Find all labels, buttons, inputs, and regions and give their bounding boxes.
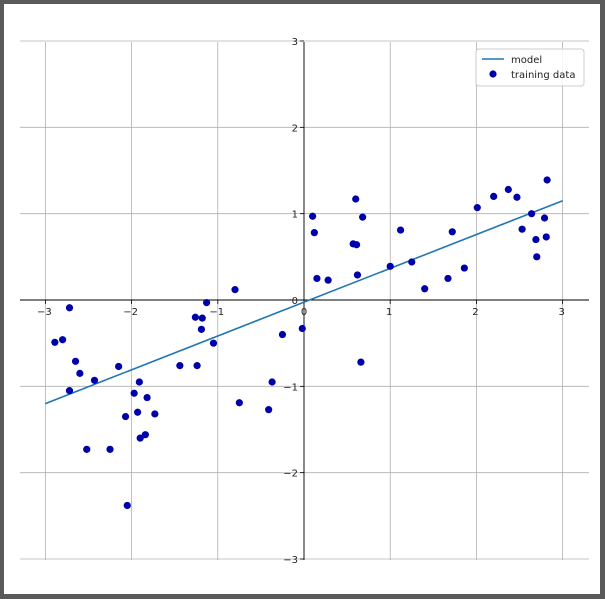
training-data-point [444, 274, 452, 283]
training-data-point [135, 378, 143, 386]
training-data-point [51, 338, 59, 346]
training-data-point [532, 235, 540, 244]
training-data-point [197, 325, 206, 333]
training-data-point [65, 387, 74, 395]
x-tick-label: 0 [301, 307, 307, 318]
training-data-point [76, 369, 84, 377]
training-data-point [136, 434, 144, 442]
training-data-point [421, 285, 429, 293]
training-data-point [191, 313, 199, 321]
grid-lines [20, 40, 589, 560]
x-tick-label: −2 [123, 307, 138, 318]
training-data-point [121, 412, 130, 421]
axes [20, 40, 589, 560]
training-data-point [59, 336, 67, 344]
training-data-point [490, 192, 498, 200]
training-data-point [528, 210, 536, 218]
training-data-point [408, 258, 416, 266]
training-data-point [540, 214, 549, 222]
scatter-chart: −3 −2 −1 0 1 2 3 −3 −2 −1 0 1 2 3 model training data [20, 37, 589, 566]
training-data-point [352, 195, 360, 203]
figure-canvas: −3 −2 −1 0 1 2 3 −3 −2 −1 0 1 2 3 model training data [4, 4, 600, 594]
training-data-point [543, 176, 551, 184]
training-data-point [151, 410, 159, 418]
training-data-point [313, 274, 321, 283]
x-tick-label: 1 [386, 307, 392, 318]
training-data-point [504, 185, 512, 194]
y-tick-label: 0 [292, 296, 298, 307]
y-tick-label: 3 [292, 37, 298, 48]
training-data-point [106, 445, 114, 453]
training-data-point [353, 271, 362, 279]
training-data-point [202, 298, 211, 307]
training-data-point [278, 330, 287, 339]
training-data-point [357, 358, 365, 366]
training-data-point [396, 226, 405, 234]
legend-marker-swatch [489, 70, 497, 78]
training-data-point [198, 314, 206, 322]
training-data-point [115, 362, 123, 371]
training-data-point [518, 225, 526, 233]
training-data-point [298, 324, 306, 333]
training-data-point [90, 376, 99, 384]
tick-labels: −3 −2 −1 0 1 2 3 −3 −2 −1 0 1 2 3 [37, 37, 565, 566]
y-tick-label: 1 [292, 210, 298, 221]
training-data-point [83, 445, 91, 453]
training-data-point [130, 389, 138, 397]
training-data-point [123, 501, 131, 510]
y-tick-label: 2 [292, 123, 298, 134]
x-tick-label: −1 [209, 307, 224, 318]
training-data-point [533, 253, 541, 261]
training-data-point [386, 262, 394, 270]
training-data-point [359, 213, 367, 221]
x-tick-label: −3 [37, 307, 52, 318]
training-data-point [309, 212, 317, 220]
training-data-point [209, 339, 218, 347]
training-data-point [65, 304, 74, 312]
y-tick-label: −3 [283, 555, 298, 566]
plot-series [45, 176, 563, 510]
y-tick-label: −2 [283, 469, 298, 480]
training-data-point [268, 378, 276, 386]
model-line [45, 199, 563, 405]
x-tick-label: 3 [558, 307, 564, 318]
training-data-point [176, 362, 184, 370]
legend-label-training-data: training data [511, 70, 575, 81]
training-data-point [193, 362, 201, 370]
training-data-point [448, 228, 456, 236]
training-data-point [71, 357, 80, 365]
training-data-point [460, 264, 468, 272]
training-data-point [141, 431, 149, 439]
training-data-point [473, 204, 481, 212]
y-tick-label: −1 [283, 382, 298, 393]
training-data-point [352, 241, 361, 249]
legend-label-model: model [511, 55, 542, 66]
training-data-point [310, 229, 318, 237]
training-data-point [324, 276, 332, 284]
training-data-point [134, 408, 142, 416]
training-data-point [235, 399, 243, 407]
training-data-point [265, 406, 273, 414]
training-data-point [231, 286, 239, 294]
legend: model training data [475, 48, 585, 87]
x-tick-label: 2 [472, 307, 478, 318]
training-data-point [513, 193, 521, 201]
training-data-point [143, 393, 151, 402]
training-data-point [542, 233, 550, 241]
